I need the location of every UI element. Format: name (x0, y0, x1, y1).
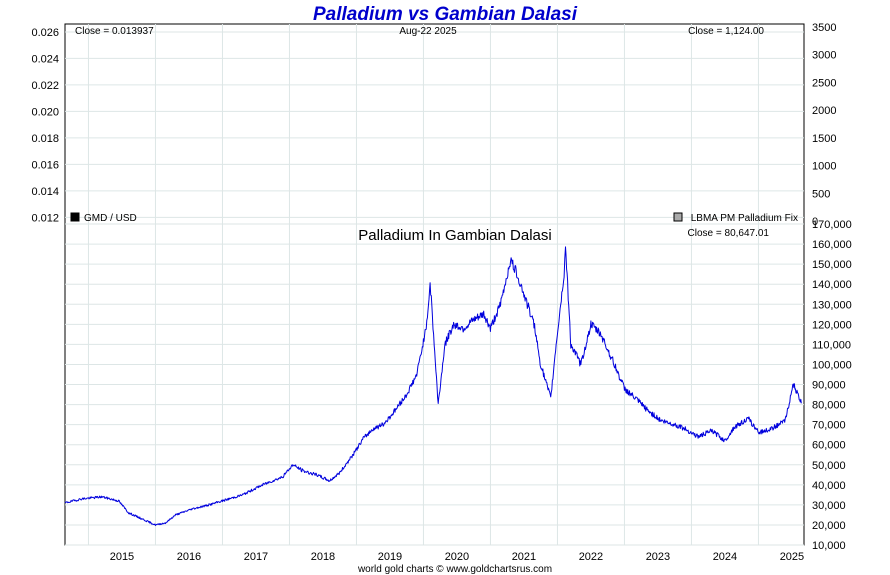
x-tick-label: 2020 (445, 551, 469, 563)
bottom-right-tick-label: 50,000 (812, 460, 846, 472)
x-tick-label: 2018 (311, 551, 335, 563)
top-right-tick-label: 2500 (812, 77, 836, 89)
bottom-right-tick-label: 10,000 (812, 540, 846, 552)
bottom-right-tick-label: 20,000 (812, 520, 846, 532)
bottom-right-tick-label: 170,000 (812, 219, 852, 231)
top-right-close-label: Close = 1,124.00 (688, 26, 764, 37)
bottom-right-tick-label: 80,000 (812, 400, 846, 412)
bottom-right-tick-label: 140,000 (812, 279, 852, 291)
bottom-right-tick-label: 130,000 (812, 299, 852, 311)
legend-swatch-gmd (70, 212, 80, 222)
axis-labels: 2015 2016 2017 2018 2019 2020 2021 2022 2023 2024… (31, 22, 851, 563)
legend-gmd-usd: GMD / USD (84, 213, 137, 224)
bottom-right-tick-label: 30,000 (812, 500, 846, 512)
top-left-tick-label: 0.018 (31, 133, 59, 145)
bottom-right-tick-label: 150,000 (812, 259, 852, 271)
top-right-tick-label: 500 (812, 188, 830, 200)
x-tick-label: 2022 (579, 551, 603, 563)
top-left-tick-label: 0.026 (31, 27, 59, 39)
bottom-right-tick-label: 120,000 (812, 319, 852, 331)
x-tick-label: 2017 (244, 551, 268, 563)
x-tick-label: 2024 (713, 551, 737, 563)
chart-title: Palladium vs Gambian Dalasi (313, 4, 578, 25)
x-tick-label: 2019 (378, 551, 402, 563)
x-tick-label: 2025 (780, 551, 804, 563)
footer-credit: world gold charts © www.goldchartsrus.co… (357, 564, 552, 575)
top-right-tick-label: 0 (812, 216, 818, 228)
date-label: Aug-22 2025 (399, 26, 457, 37)
bottom-right-tick-label: 160,000 (812, 239, 852, 251)
top-right-tick-label: 1000 (812, 161, 836, 173)
top-left-tick-label: 0.020 (31, 106, 59, 118)
top-left-tick-label: 0.014 (31, 186, 59, 198)
top-right-tick-label: 2000 (812, 105, 836, 117)
bottom-right-tick-label: 60,000 (812, 440, 846, 452)
legend-lbma-palladium: LBMA PM Palladium Fix (691, 213, 798, 224)
top-left-tick-label: 0.012 (31, 212, 59, 224)
top-right-tick-label: 3000 (812, 50, 836, 62)
bottom-panel-title: Palladium In Gambian Dalasi (358, 227, 551, 244)
bottom-right-tick-label: 90,000 (812, 380, 846, 392)
grid-lines (65, 24, 804, 546)
top-left-tick-label: 0.016 (31, 159, 59, 171)
bottom-right-tick-label: 110,000 (812, 339, 851, 351)
bottom-right-tick-label: 100,000 (812, 359, 852, 371)
legend-swatch-palladium (673, 212, 683, 222)
x-tick-label: 2016 (177, 551, 201, 563)
x-tick-label: 2015 (110, 551, 134, 563)
palladium-gmd-line (64, 246, 802, 526)
x-tick-label: 2023 (646, 551, 670, 563)
top-right-tick-label: 1500 (812, 133, 836, 145)
top-left-close-label: Close = 0.013937 (75, 26, 154, 37)
top-panel (64, 23, 805, 225)
top-right-tick-label: 3500 (812, 22, 836, 34)
bottom-series-group (64, 246, 802, 526)
top-left-tick-label: 0.022 (31, 80, 59, 92)
bottom-right-tick-label: 70,000 (812, 420, 846, 432)
x-tick-label: 2021 (512, 551, 536, 563)
top-left-tick-label: 0.024 (31, 53, 59, 65)
bottom-close-label: Close = 80,647.01 (688, 228, 770, 239)
bottom-right-tick-label: 40,000 (812, 480, 846, 492)
